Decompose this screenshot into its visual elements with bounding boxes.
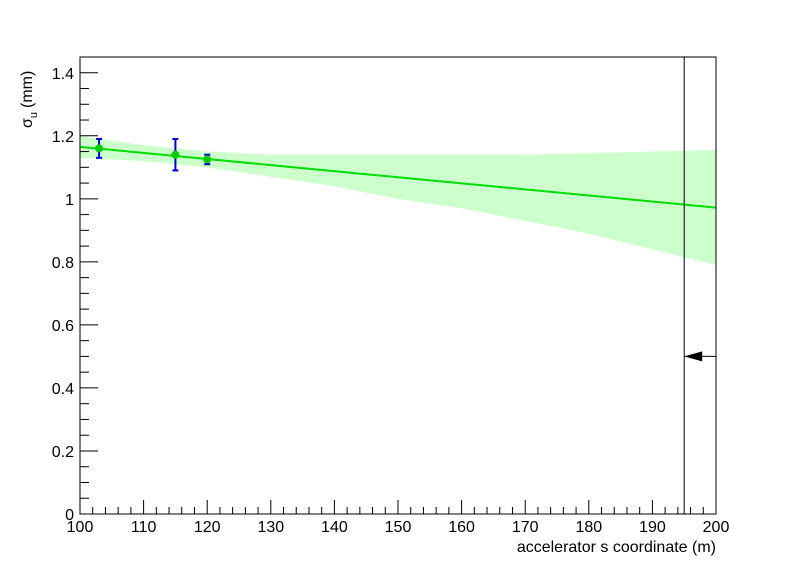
x-tick-label: 140 [321, 519, 348, 536]
y-tick-label: 0.6 [52, 318, 74, 335]
y-tick-label: 0.4 [52, 381, 74, 398]
y-axis-subscript: u [28, 112, 40, 118]
x-tick-label: 110 [131, 519, 157, 536]
y-tick-label: 1 [65, 192, 74, 209]
x-tick-label: 150 [385, 519, 412, 536]
y-tick-label: 0.2 [52, 444, 74, 461]
x-tick-label: 200 [703, 519, 730, 536]
x-tick-label: 170 [512, 519, 539, 536]
data-point [95, 144, 104, 153]
x-tick-label: 180 [575, 519, 602, 536]
x-tick-label: 190 [639, 519, 666, 536]
y-tick-label: 1.2 [52, 129, 74, 146]
fit-line [79, 145, 717, 209]
arrow-head [684, 351, 703, 362]
x-tick-label: 160 [448, 519, 475, 536]
x-tick-label: 100 [67, 519, 94, 536]
x-tick-label: 130 [257, 519, 284, 536]
y-tick-label: 0 [65, 507, 74, 524]
x-tick-label: 120 [194, 519, 221, 536]
data-point [203, 155, 212, 164]
y-axis-symbol: σ [19, 118, 36, 128]
x-axis-title: accelerator s coordinate (m) [517, 539, 716, 556]
y-axis-unit: (mm) [19, 71, 36, 108]
confidence-band [80, 135, 716, 266]
y-tick-label: 1.4 [52, 66, 74, 83]
data-point [171, 150, 180, 159]
y-axis-title: σu (mm) [19, 71, 40, 128]
y-tick-label: 0.8 [52, 255, 74, 272]
